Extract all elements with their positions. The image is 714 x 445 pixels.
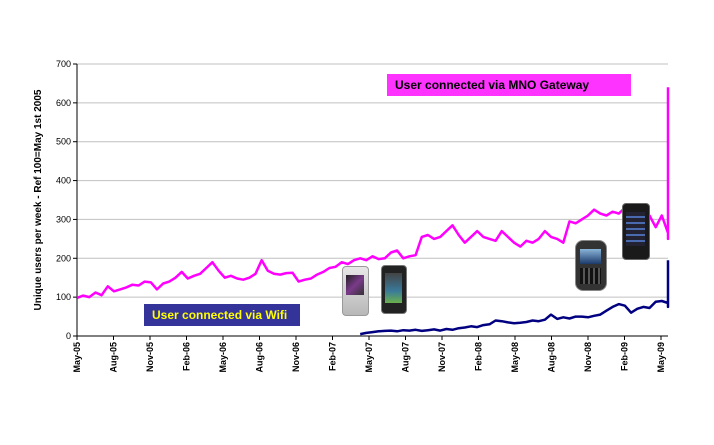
y-tick-label: 200	[56, 253, 71, 263]
y-tick-label: 500	[56, 137, 71, 147]
y-tick-label: 700	[56, 59, 71, 69]
x-tick-label: Aug-08	[547, 342, 557, 373]
x-tick-label: Feb-09	[620, 342, 630, 371]
y-tick-label: 100	[56, 292, 71, 302]
x-tick-label: Feb-08	[474, 342, 484, 371]
x-tick-label: Nov-07	[437, 342, 447, 372]
phone-iphone-image	[381, 265, 407, 314]
y-tick-label: 600	[56, 98, 71, 108]
x-tick-label: Aug-07	[401, 342, 411, 373]
x-tick-label: Nov-08	[583, 342, 593, 372]
x-tick-label: Nov-05	[145, 342, 155, 372]
wifi-line	[359, 260, 670, 336]
y-axis-title: Unique users per week - Ref 100=May 1st …	[33, 89, 44, 310]
x-tick-label: Aug-06	[255, 342, 265, 373]
x-axis: May-05 Aug-05 Nov-05 Feb-06 May-06 Aug-06 Nov-…	[72, 335, 668, 373]
x-tick-label: May-06	[218, 342, 228, 373]
x-tick-label: May-08	[510, 342, 520, 373]
series-lines	[76, 87, 670, 336]
y-tick-label: 0	[66, 331, 71, 341]
mno-gateway-line	[76, 87, 670, 300]
x-tick-label: May-07	[364, 342, 374, 373]
phone-nokia-5800-image	[622, 203, 650, 260]
x-tick-label: Aug-05	[109, 342, 119, 373]
y-axis: 0 100 200 300 400 500 600 700	[56, 59, 78, 341]
legend-mno-gateway: User connected via MNO Gateway	[387, 74, 631, 96]
x-tick-label: Nov-06	[291, 342, 301, 372]
x-tick-label: Feb-06	[182, 342, 192, 371]
legend-wifi: User connected via Wifi	[144, 304, 300, 326]
phone-nokia-n95-image	[342, 266, 369, 316]
x-tick-label: May-05	[72, 342, 82, 373]
phone-blackberry-image	[575, 240, 607, 291]
y-tick-label: 300	[56, 214, 71, 224]
x-tick-label: May-09	[656, 342, 666, 373]
gridlines	[77, 63, 668, 298]
y-tick-label: 400	[56, 176, 71, 186]
x-tick-label: Feb-07	[328, 342, 338, 371]
